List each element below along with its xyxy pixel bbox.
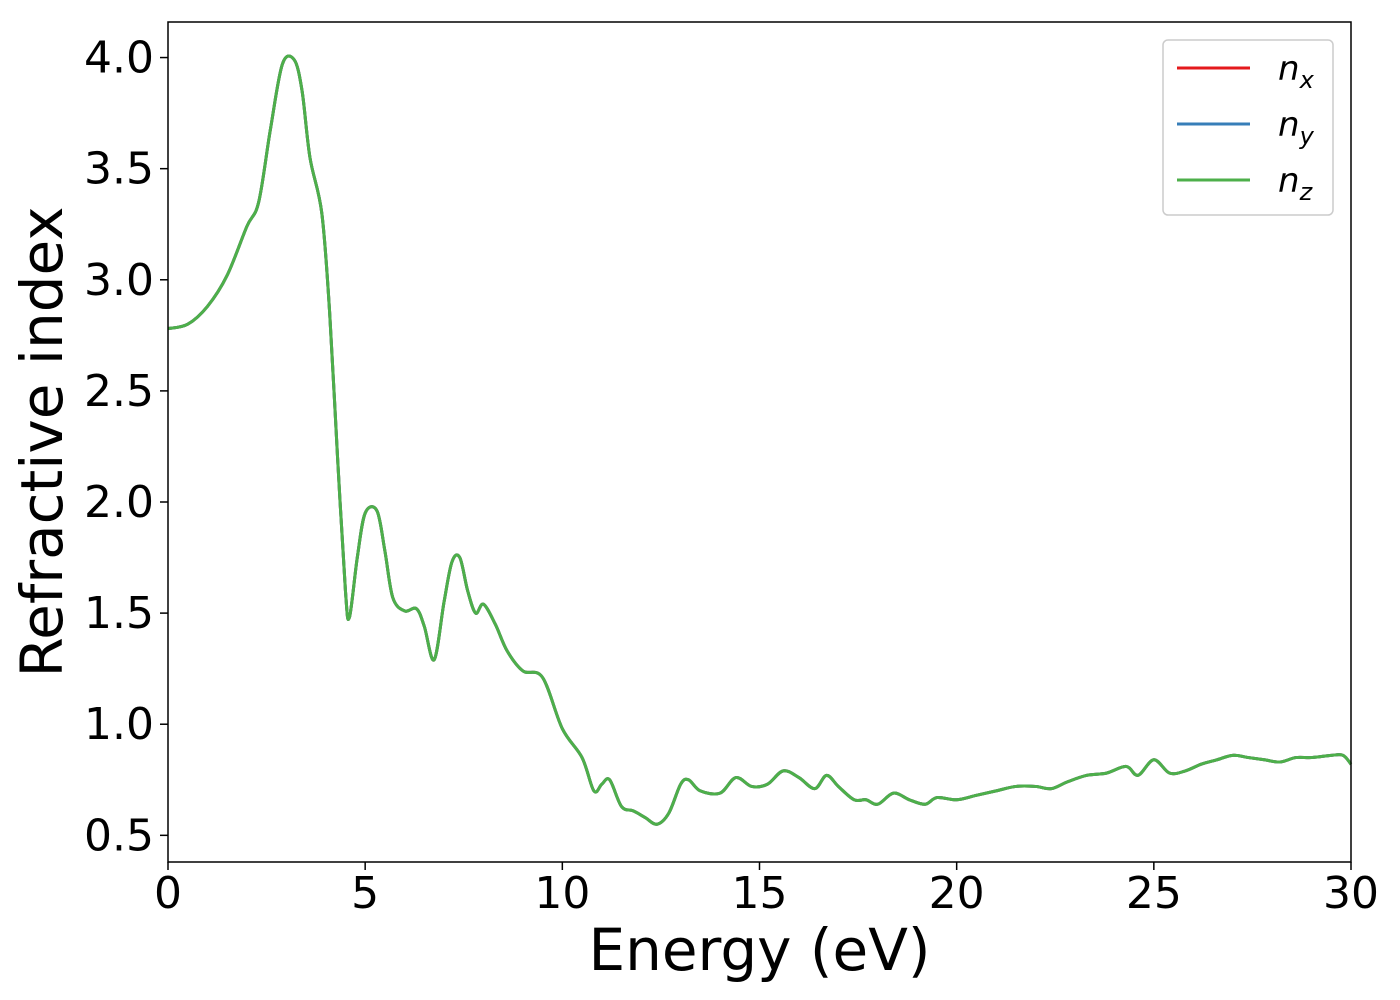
x-tick-label: 5 [351,868,379,919]
legend-label-z: nz [1278,161,1314,206]
y-tick-label: 1.5 [84,588,154,639]
y-tick-label: 4.0 [84,33,154,84]
y-axis: 0.5 1.0 1.5 2.0 2.5 3.0 3.5 4.0 [84,33,168,861]
legend: nx ny nz [1162,39,1334,216]
series-layer [167,54,1353,826]
x-tick-label: 25 [1126,868,1182,919]
y-tick-label: 1.0 [84,699,154,750]
y-tick-label: 2.5 [84,366,154,417]
x-tick-label: 10 [534,868,590,919]
x-tick-label: 30 [1323,868,1379,919]
legend-label-x: nx [1278,49,1315,94]
legend-box [1162,39,1334,216]
y-tick-label: 3.0 [84,255,154,306]
y-tick-label: 2.0 [84,477,154,528]
x-axis-title: Energy (eV) [588,916,930,984]
x-tick-label: 0 [154,868,182,919]
x-tick-label: 15 [732,868,788,919]
legend-label-y: ny [1278,105,1315,150]
series-line-z [167,54,1353,826]
y-tick-label: 0.5 [84,810,154,861]
x-tick-label: 20 [929,868,985,919]
x-axis: 0 5 10 15 20 25 30 [154,862,1379,919]
y-tick-label: 3.5 [84,144,154,195]
y-axis-title: Refractive index [8,206,76,677]
